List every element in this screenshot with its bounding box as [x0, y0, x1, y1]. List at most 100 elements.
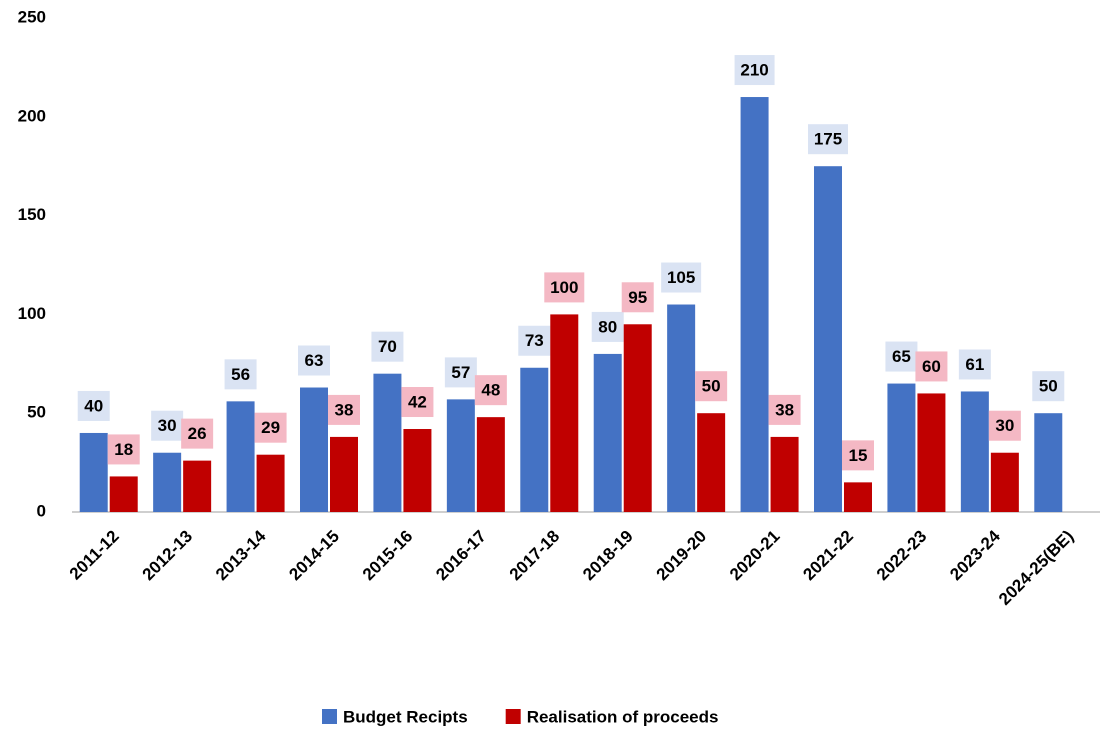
- data-label-bg: [298, 345, 330, 376]
- x-tick-label: 2023-24: [946, 526, 1004, 584]
- bar: [814, 166, 842, 512]
- data-label: 42: [408, 392, 427, 411]
- bar: [1034, 413, 1063, 512]
- data-label-bg: [328, 394, 360, 425]
- data-label-bg: [181, 418, 214, 449]
- data-label-bg: [695, 371, 728, 402]
- bar: [887, 383, 916, 512]
- bar: [740, 97, 769, 512]
- data-label: 15: [849, 446, 868, 465]
- bar: [667, 304, 696, 512]
- data-label: 61: [965, 355, 984, 374]
- data-label-bg: [444, 357, 477, 388]
- bar: [960, 391, 989, 512]
- data-label: 73: [525, 331, 544, 350]
- x-tick-label: 2018-19: [579, 527, 637, 585]
- data-label-bg: [734, 55, 775, 86]
- data-label: 60: [922, 357, 941, 376]
- data-label: 26: [188, 424, 207, 443]
- x-tick-label: 2024-25(BE): [995, 527, 1077, 609]
- bar: [550, 314, 579, 512]
- bar: [373, 373, 402, 512]
- data-label-bg: [474, 375, 507, 406]
- y-tick-label: 250: [18, 7, 46, 26]
- data-label: 100: [550, 278, 578, 297]
- y-tick-label: 150: [18, 205, 46, 224]
- bar: [446, 399, 475, 512]
- data-label: 30: [158, 416, 177, 435]
- data-label-bg: [591, 311, 624, 342]
- data-label-bg: [224, 359, 257, 390]
- x-tick-label: 2011-12: [66, 527, 123, 584]
- data-label-bg: [885, 341, 918, 372]
- data-label: 50: [702, 377, 721, 396]
- data-label-bg: [988, 410, 1021, 441]
- x-tick-label: 2015-16: [359, 527, 417, 585]
- data-label: 29: [261, 418, 280, 437]
- data-label-bg: [661, 262, 702, 293]
- legend-swatch: [505, 709, 521, 724]
- bar: [153, 452, 182, 512]
- data-label: 63: [305, 351, 324, 370]
- y-tick-label: 200: [18, 106, 46, 125]
- legend-swatch: [322, 709, 337, 724]
- data-label: 80: [598, 317, 617, 336]
- data-label-bg: [544, 272, 585, 303]
- bar: [770, 436, 799, 512]
- data-label: 30: [995, 416, 1014, 435]
- bar: [917, 393, 946, 512]
- bar: [109, 476, 138, 512]
- bar: [623, 324, 652, 512]
- bar: [79, 432, 108, 512]
- data-label: 65: [892, 347, 911, 366]
- bar: [520, 367, 549, 512]
- x-tick-label: 2014-15: [285, 527, 343, 585]
- data-label-bg: [151, 410, 184, 441]
- x-tick-label: 2013-14: [212, 526, 270, 584]
- legend-label: Realisation of proceeds: [527, 707, 719, 726]
- x-tick-label: 2017-18: [506, 527, 564, 585]
- x-tick-label: 2021-22: [799, 527, 857, 585]
- data-label: 95: [628, 288, 647, 307]
- data-label-bg: [1032, 371, 1065, 402]
- data-label: 210: [740, 61, 768, 80]
- data-label-bg: [808, 124, 848, 155]
- data-label: 105: [667, 268, 695, 287]
- data-label-bg: [915, 351, 948, 382]
- data-label-bg: [958, 349, 991, 380]
- legend-label: Budget Recipts: [343, 707, 468, 726]
- bar: [844, 482, 872, 512]
- y-tick-label: 0: [37, 501, 46, 520]
- bar: [300, 387, 328, 512]
- bar: [330, 436, 358, 512]
- data-label: 57: [451, 363, 470, 382]
- data-label-bg: [401, 387, 434, 418]
- data-label: 70: [378, 337, 397, 356]
- data-label-bg: [254, 412, 287, 443]
- x-tick-label: 2016-17: [432, 527, 490, 585]
- data-label-bg: [621, 282, 654, 313]
- bar: [476, 417, 505, 512]
- data-label-bg: [842, 440, 874, 471]
- y-tick-label: 100: [18, 304, 46, 323]
- data-label: 40: [84, 396, 103, 415]
- bar: [403, 429, 432, 512]
- y-tick-label: 50: [27, 403, 46, 422]
- bar: [697, 413, 726, 512]
- data-label-bg: [371, 331, 404, 362]
- bar: [183, 460, 212, 512]
- data-label-bg: [518, 325, 551, 356]
- bar: [593, 353, 622, 512]
- x-tick-label: 2019-20: [653, 527, 711, 585]
- bar: [256, 454, 285, 512]
- data-label-bg: [107, 434, 140, 465]
- x-tick-label: 2012-13: [139, 527, 197, 585]
- bar: [990, 452, 1019, 512]
- data-label: 38: [775, 400, 794, 419]
- x-tick-label: 2020-21: [726, 527, 784, 585]
- data-label: 48: [481, 381, 500, 400]
- bar: [226, 401, 255, 512]
- data-label: 38: [335, 400, 354, 419]
- data-label-bg: [77, 390, 110, 421]
- data-label-bg: [768, 394, 801, 425]
